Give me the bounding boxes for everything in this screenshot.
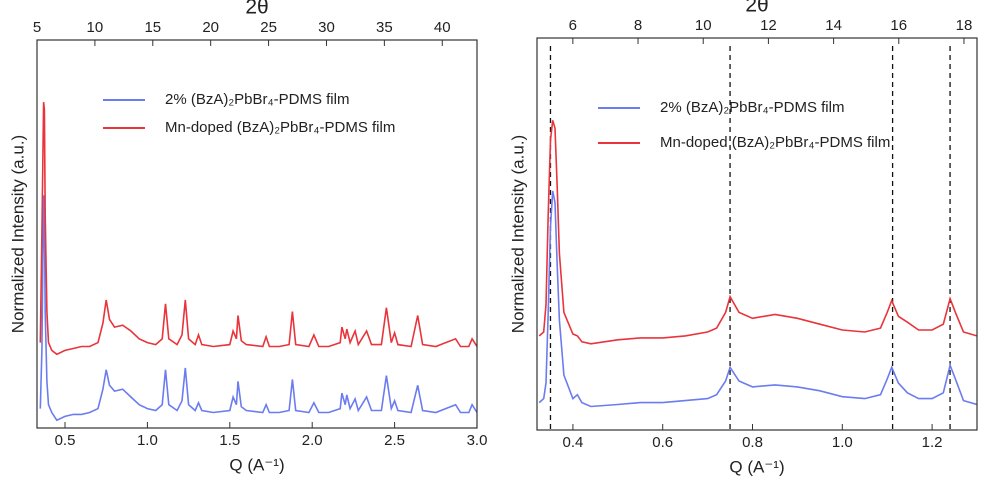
x2-axis-title: 2θ: [745, 0, 768, 17]
x2-tick-label: 18: [956, 17, 973, 34]
x-tick-label: 1.0: [137, 432, 158, 449]
plot-frame: [36, 39, 478, 429]
x2-tick-label: 16: [890, 17, 907, 34]
plot-frame: [536, 37, 978, 431]
legend-label: 2% (BzA)₂PbBr₄-PDMS film: [165, 91, 349, 108]
x-axis-title: Q (A⁻¹): [229, 455, 284, 474]
y-axis-title: Normalized Intensity (a.u.): [508, 135, 527, 333]
x2-tick-label: 35: [376, 19, 393, 36]
legend-label: 2% (BzA)₂PbBr₄-PDMS film: [660, 99, 844, 116]
x-tick-label: 1.5: [219, 432, 240, 449]
series-line: [538, 190, 977, 408]
x2-tick-label: 30: [318, 19, 335, 36]
x-tick-label: 2.5: [384, 432, 405, 449]
x-tick-label: 1.2: [922, 434, 943, 451]
x-tick-label: 0.4: [562, 434, 583, 451]
x2-tick-label: 12: [760, 17, 777, 34]
x2-tick-label: 40: [434, 19, 451, 36]
x2-tick-label: 20: [202, 19, 219, 36]
x-tick-label: 3.0: [467, 432, 488, 449]
x-tick-label: 0.8: [742, 434, 763, 451]
x-axis-title: Q (A⁻¹): [729, 457, 784, 476]
x-tick-label: 0.5: [55, 432, 76, 449]
x2-tick-label: 10: [695, 17, 712, 34]
x-tick-label: 1.0: [832, 434, 853, 451]
x2-tick-label: 15: [144, 19, 161, 36]
y-axis-title: Normalized Intensity (a.u.): [8, 135, 27, 333]
x2-tick-label: 6: [569, 17, 577, 34]
x2-tick-label: 14: [825, 17, 842, 34]
x2-tick-label: 10: [87, 19, 104, 36]
series-line: [39, 195, 477, 422]
series-line: [538, 120, 977, 345]
x-tick-label: 0.6: [652, 434, 673, 451]
x2-tick-label: 8: [634, 17, 642, 34]
legend-label: Mn-doped (BzA)₂PbBr₄-PDMS film: [660, 134, 890, 151]
series-line: [39, 102, 477, 356]
x2-axis-title: 2θ: [245, 0, 268, 19]
legend-label: Mn-doped (BzA)₂PbBr₄-PDMS film: [165, 119, 395, 136]
x2-tick-label: 25: [260, 19, 277, 36]
x2-tick-label: 5: [33, 19, 41, 36]
x-tick-label: 2.0: [302, 432, 323, 449]
